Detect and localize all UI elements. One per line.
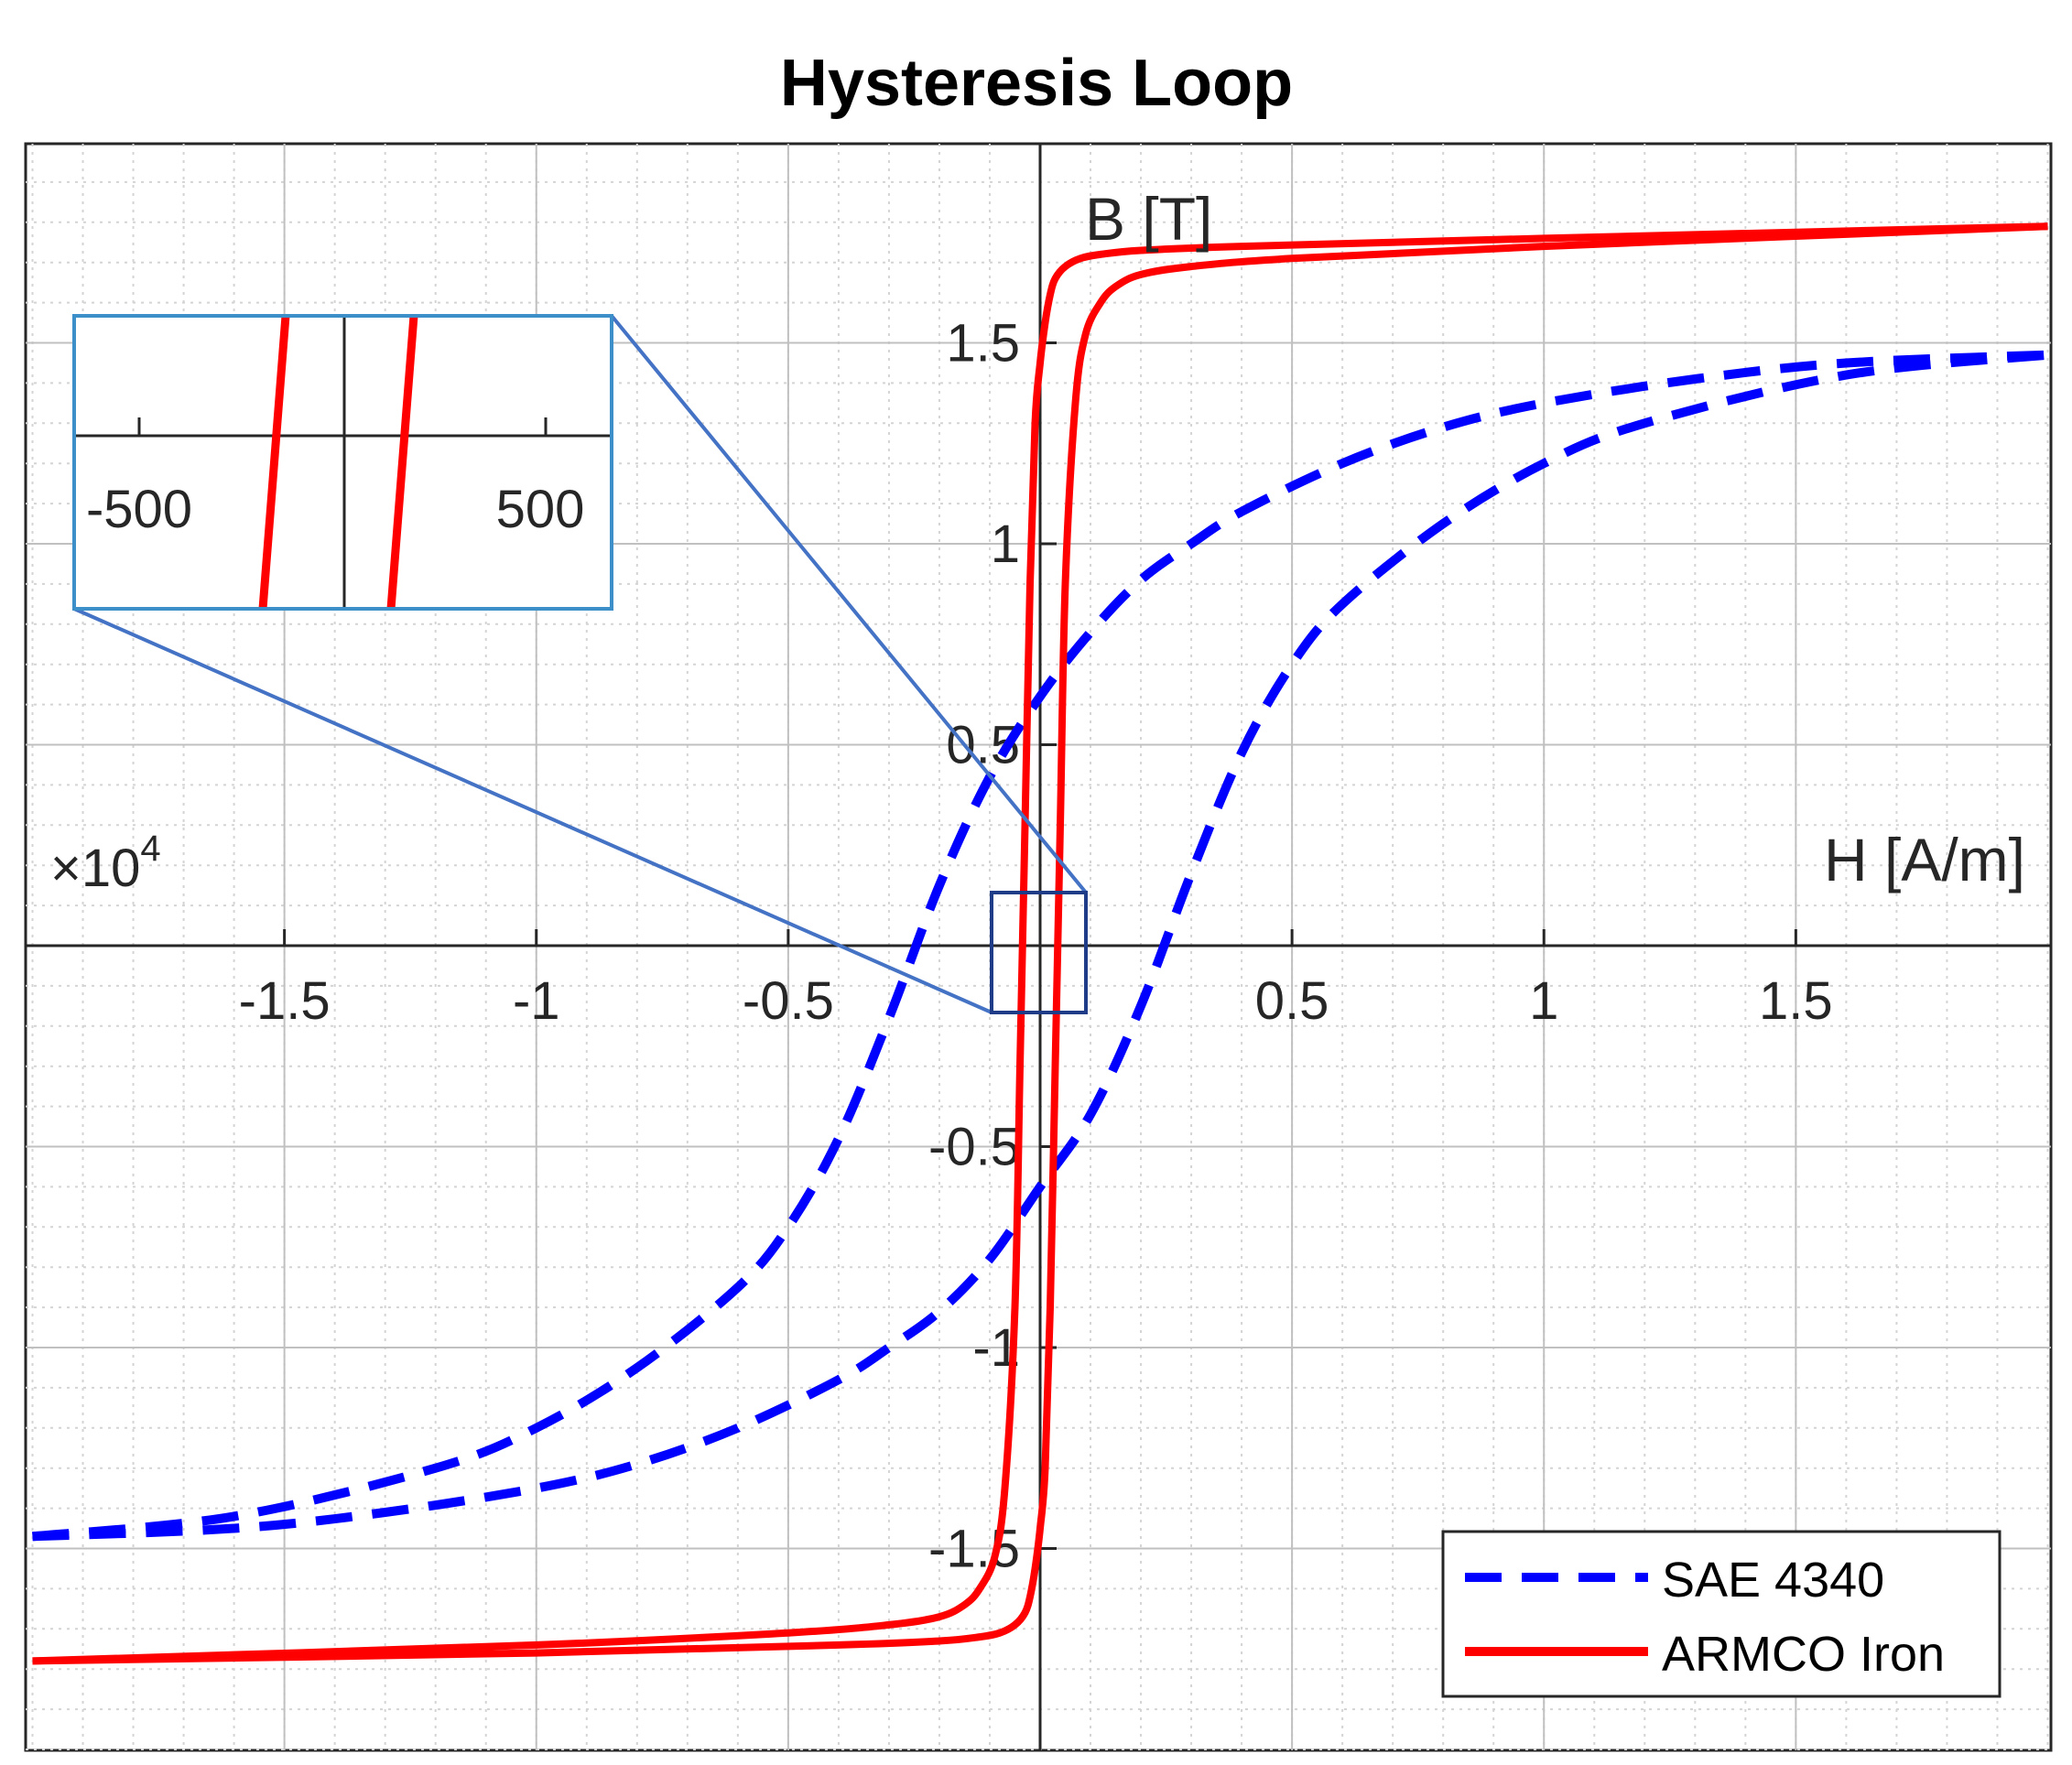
x-tick-label: 0.5 — [1255, 971, 1329, 1031]
y-tick-label: 1 — [991, 514, 1020, 574]
legend: SAE 4340 ARMCO Iron — [1441, 1530, 2001, 1698]
x-tick-label: -0.5 — [743, 971, 834, 1031]
chart-title: Hysteresis Loop — [780, 47, 1293, 120]
x-multiplier-base: ×10 — [50, 839, 140, 898]
x-multiplier-exponent: 4 — [140, 828, 160, 869]
inset-armco-curve-right — [386, 315, 418, 610]
x-tick-label: 1 — [1529, 971, 1558, 1031]
legend-box — [1441, 1530, 2001, 1698]
legend-label-sae: SAE 4340 — [1662, 1553, 1884, 1608]
inset-frame — [72, 314, 613, 611]
y-tick-label: 1.5 — [946, 314, 1020, 374]
x-multiplier: ×104 — [50, 828, 161, 898]
y-tick-label: -0.5 — [928, 1118, 1020, 1177]
y-tick-label: -1.5 — [928, 1520, 1020, 1579]
inset-armco-curve-left — [258, 315, 290, 610]
series-armco-iron-branch-2 — [32, 222, 2048, 1665]
zoom-connector-bottom — [73, 607, 993, 1014]
y-axis-label: B [T] — [1085, 185, 1212, 253]
series-armco-iron-branch-1 — [32, 222, 2048, 1665]
inset-tick-label-minus: -500 — [86, 480, 192, 539]
zoom-region-box — [990, 891, 1088, 1014]
x-tick-label: -1.5 — [239, 971, 331, 1031]
inset-tick-label-plus: 500 — [496, 480, 585, 539]
x-tick-label: 1.5 — [1759, 971, 1833, 1031]
x-tick-label: -1 — [513, 971, 560, 1031]
series-sae-4340-branch-2 — [32, 350, 2048, 1542]
zoom-inset: -500 500 — [72, 314, 613, 611]
axis-ticks: -1.5 -1 -0.5 0.5 1 1.5-1.5-1-0.50.511.5 — [239, 314, 1833, 1579]
legend-label-armco: ARMCO Iron — [1662, 1627, 1945, 1682]
zoom-connector-top — [610, 314, 1088, 894]
x-axis-label: H [A/m] — [1824, 826, 2025, 893]
